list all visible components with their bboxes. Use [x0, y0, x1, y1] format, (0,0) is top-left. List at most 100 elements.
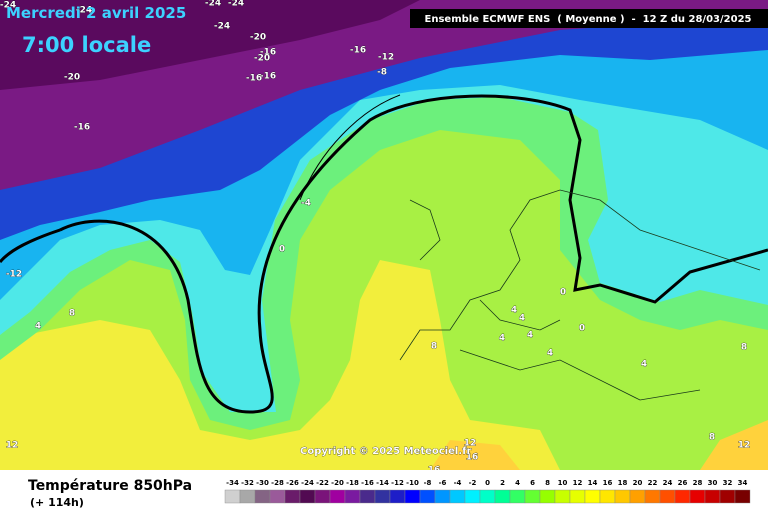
contour-label: -4	[301, 199, 311, 209]
contour-label: 0	[279, 245, 285, 255]
legend-swatch	[689, 489, 706, 504]
legend-swatch	[329, 489, 346, 504]
contour-label: 8	[709, 433, 715, 443]
legend-label: 22	[648, 479, 658, 487]
legend-swatch	[269, 489, 286, 504]
legend-label: -34	[226, 479, 239, 487]
field-title: Température 850hPa	[28, 478, 192, 494]
legend-swatch	[389, 489, 406, 504]
legend-label: 20	[633, 479, 643, 487]
legend-swatch	[434, 489, 451, 504]
legend-label: -8	[424, 479, 432, 487]
run-info: Ensemble ECMWF ENS ( Moyenne ) - 12 Z du…	[425, 14, 752, 25]
map	[0, 0, 768, 470]
legend-swatch	[419, 489, 436, 504]
legend-label: 28	[693, 479, 703, 487]
contour-label: 16	[466, 453, 479, 463]
legend-label: 34	[738, 479, 748, 487]
legend-label: -18	[346, 479, 359, 487]
legend-swatch	[224, 489, 241, 504]
legend-swatch	[524, 489, 541, 504]
legend-swatch	[644, 489, 661, 504]
copyright: Copyright © 2025 Meteociel.fr	[300, 446, 471, 457]
legend-label: 8	[545, 479, 550, 487]
legend-label: 30	[708, 479, 718, 487]
contour-label: 8	[741, 343, 747, 353]
legend-swatch	[374, 489, 391, 504]
legend-swatch	[254, 489, 271, 504]
lead-time: (+ 114h)	[30, 496, 84, 509]
contour-label: 0	[560, 288, 566, 298]
legend-swatch	[614, 489, 631, 504]
contour-label: -24	[0, 1, 16, 11]
contour-label: 4	[35, 322, 41, 332]
legend-swatch	[674, 489, 691, 504]
legend-label: 32	[723, 479, 733, 487]
legend-swatch	[359, 489, 376, 504]
legend-label: -2	[469, 479, 477, 487]
legend-swatch	[659, 489, 676, 504]
local-time: 7:00 locale	[22, 33, 151, 57]
legend-label: 10	[558, 479, 568, 487]
contour-label: -16	[246, 74, 262, 84]
legend-label: -28	[271, 479, 284, 487]
legend-swatch	[494, 489, 511, 504]
legend-swatch	[449, 489, 466, 504]
legend-label: 4	[515, 479, 520, 487]
legend-swatch	[704, 489, 721, 504]
legend-label: -24	[301, 479, 314, 487]
contour-label: -8	[377, 68, 387, 78]
legend-swatch	[239, 489, 256, 504]
legend-label: -12	[391, 479, 404, 487]
legend-label: -32	[241, 479, 254, 487]
contour-label: -16	[260, 48, 276, 58]
legend-swatch	[569, 489, 586, 504]
legend-swatch	[554, 489, 571, 504]
legend-swatch	[629, 489, 646, 504]
legend-swatch	[464, 489, 481, 504]
legend-label: 6	[530, 479, 535, 487]
legend-swatch	[509, 489, 526, 504]
contour-label: 8	[431, 342, 437, 352]
legend-label: -4	[454, 479, 462, 487]
date: Mercredi 2 avril 2025	[6, 4, 186, 22]
contour-label: -12	[378, 53, 394, 63]
contour-label: 4	[499, 334, 505, 344]
legend-swatch	[539, 489, 556, 504]
contour-label: 8	[69, 309, 75, 319]
contour-label: 0	[579, 324, 585, 334]
contour-label: -24	[76, 6, 92, 16]
legend-label: -22	[316, 479, 329, 487]
legend-swatch	[344, 489, 361, 504]
contour-label: -16	[74, 123, 90, 133]
legend-swatch	[719, 489, 736, 504]
legend-label: 2	[500, 479, 505, 487]
contour-label: -20	[64, 73, 80, 83]
contour-label: -20	[250, 33, 266, 43]
contour-label: 12	[464, 439, 477, 449]
legend-label: -6	[439, 479, 447, 487]
contour-label: -16	[350, 46, 366, 56]
legend-label: 12	[573, 479, 583, 487]
contour-label: -16	[260, 72, 276, 82]
legend-label: 0	[485, 479, 490, 487]
contour-label: -12	[6, 270, 22, 280]
contour-label: 12	[6, 441, 19, 451]
legend-label: 16	[603, 479, 613, 487]
legend-label: -16	[361, 479, 374, 487]
contour-label: 4	[527, 331, 533, 341]
color-legend: -34 -32 -30 -28 -26 -24 -22 -20 -18 -16 -14 -12 -10-…	[224, 479, 751, 504]
run-banner	[410, 9, 768, 28]
legend-label: 26	[678, 479, 688, 487]
contour-label: -24	[214, 22, 230, 32]
contour-label: -20	[254, 54, 270, 64]
contour-label: 4	[519, 314, 525, 324]
contour-label: 4	[511, 306, 517, 316]
legend-label: 18	[618, 479, 628, 487]
legend-label: 14	[588, 479, 598, 487]
legend-swatch	[404, 489, 421, 504]
contour-label: 4	[547, 349, 553, 359]
contour-label: 4	[641, 360, 647, 370]
legend-swatch	[584, 489, 601, 504]
